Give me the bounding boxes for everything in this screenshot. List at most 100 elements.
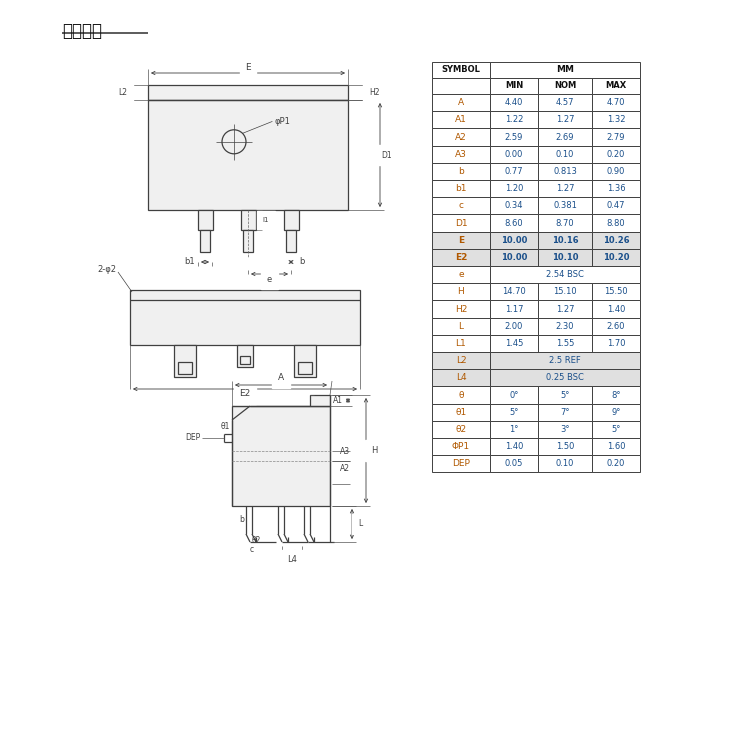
Text: MAX: MAX: [605, 82, 627, 91]
Bar: [432, 301, 490, 317]
Bar: [592, 163, 640, 180]
Bar: [538, 78, 592, 94]
Text: H2: H2: [369, 88, 380, 97]
Bar: [490, 455, 538, 472]
Text: 4.70: 4.70: [607, 98, 625, 107]
Text: 1.50: 1.50: [556, 442, 574, 451]
Text: 8.60: 8.60: [505, 218, 524, 227]
Bar: [432, 94, 490, 111]
Text: b: b: [239, 515, 244, 524]
Bar: [538, 404, 592, 421]
Bar: [592, 301, 640, 317]
Bar: [490, 404, 538, 421]
Text: 封装外型: 封装外型: [62, 22, 102, 40]
Bar: [538, 232, 592, 249]
Text: l1: l1: [262, 217, 269, 223]
Bar: [490, 317, 538, 334]
Text: 8.80: 8.80: [607, 218, 625, 227]
Bar: [432, 180, 490, 197]
Bar: [490, 369, 640, 386]
Bar: [240, 356, 250, 364]
Text: 1.17: 1.17: [505, 304, 524, 313]
Text: 4.40: 4.40: [505, 98, 524, 107]
Bar: [200, 230, 210, 252]
Bar: [286, 230, 296, 252]
Text: H: H: [458, 287, 464, 296]
Bar: [538, 317, 592, 334]
Bar: [490, 334, 538, 352]
Bar: [592, 284, 640, 301]
Bar: [432, 386, 490, 404]
Text: 2.00: 2.00: [505, 322, 524, 331]
Bar: [592, 386, 640, 404]
Text: 10.10: 10.10: [552, 253, 578, 262]
Text: A2: A2: [340, 464, 350, 473]
Text: E2: E2: [454, 253, 467, 262]
Text: 0.10: 0.10: [556, 150, 574, 159]
Text: D1: D1: [382, 151, 392, 160]
Text: 5°: 5°: [611, 425, 621, 434]
Bar: [432, 128, 490, 146]
Bar: [490, 266, 640, 284]
Bar: [432, 438, 490, 455]
Text: 9°: 9°: [611, 408, 621, 417]
Text: e: e: [458, 270, 464, 279]
Text: 0.25 BSC: 0.25 BSC: [546, 374, 584, 382]
Text: 0.47: 0.47: [607, 201, 625, 210]
Bar: [490, 197, 538, 214]
Text: 0.813: 0.813: [553, 167, 577, 176]
Text: θ1: θ1: [455, 408, 466, 417]
Text: θ: θ: [458, 391, 464, 400]
Text: 1.40: 1.40: [505, 442, 524, 451]
Bar: [592, 214, 640, 232]
Text: A2: A2: [455, 133, 466, 142]
Text: A3: A3: [340, 448, 350, 457]
Text: 5°: 5°: [560, 391, 570, 400]
Bar: [490, 180, 538, 197]
Bar: [432, 62, 490, 78]
Bar: [592, 232, 640, 249]
Bar: [490, 249, 538, 266]
Bar: [592, 249, 640, 266]
Text: E: E: [245, 64, 250, 73]
Bar: [538, 301, 592, 317]
Bar: [538, 438, 592, 455]
Text: b: b: [299, 257, 304, 266]
Text: L: L: [358, 520, 362, 529]
Bar: [592, 438, 640, 455]
Bar: [490, 352, 640, 369]
Bar: [130, 290, 360, 345]
Text: 1°: 1°: [509, 425, 519, 434]
Bar: [538, 421, 592, 438]
Bar: [174, 345, 196, 377]
Bar: [432, 284, 490, 301]
Text: L4: L4: [456, 374, 466, 382]
Text: DEP: DEP: [184, 433, 200, 442]
Bar: [178, 362, 192, 374]
Text: 1.27: 1.27: [556, 184, 574, 193]
Bar: [538, 197, 592, 214]
Bar: [237, 345, 253, 367]
Text: D1: D1: [454, 218, 467, 227]
Text: 0.381: 0.381: [553, 201, 577, 210]
Text: b: b: [458, 167, 464, 176]
Bar: [432, 214, 490, 232]
Bar: [592, 146, 640, 163]
Text: 2.79: 2.79: [607, 133, 625, 142]
Bar: [592, 334, 640, 352]
Text: c: c: [458, 201, 464, 210]
Bar: [432, 334, 490, 352]
Text: 1.40: 1.40: [607, 304, 625, 313]
Text: 2.54 BSC: 2.54 BSC: [546, 270, 584, 279]
Text: 2.5 REF: 2.5 REF: [549, 356, 580, 365]
Bar: [490, 284, 538, 301]
Text: L: L: [458, 322, 464, 331]
Text: 2.60: 2.60: [607, 322, 625, 331]
Text: 0.20: 0.20: [607, 459, 625, 468]
Bar: [538, 163, 592, 180]
Bar: [432, 455, 490, 472]
Text: φP1: φP1: [274, 117, 290, 126]
Text: NOM: NOM: [554, 82, 576, 91]
Bar: [310, 395, 330, 406]
Text: 0.90: 0.90: [607, 167, 625, 176]
